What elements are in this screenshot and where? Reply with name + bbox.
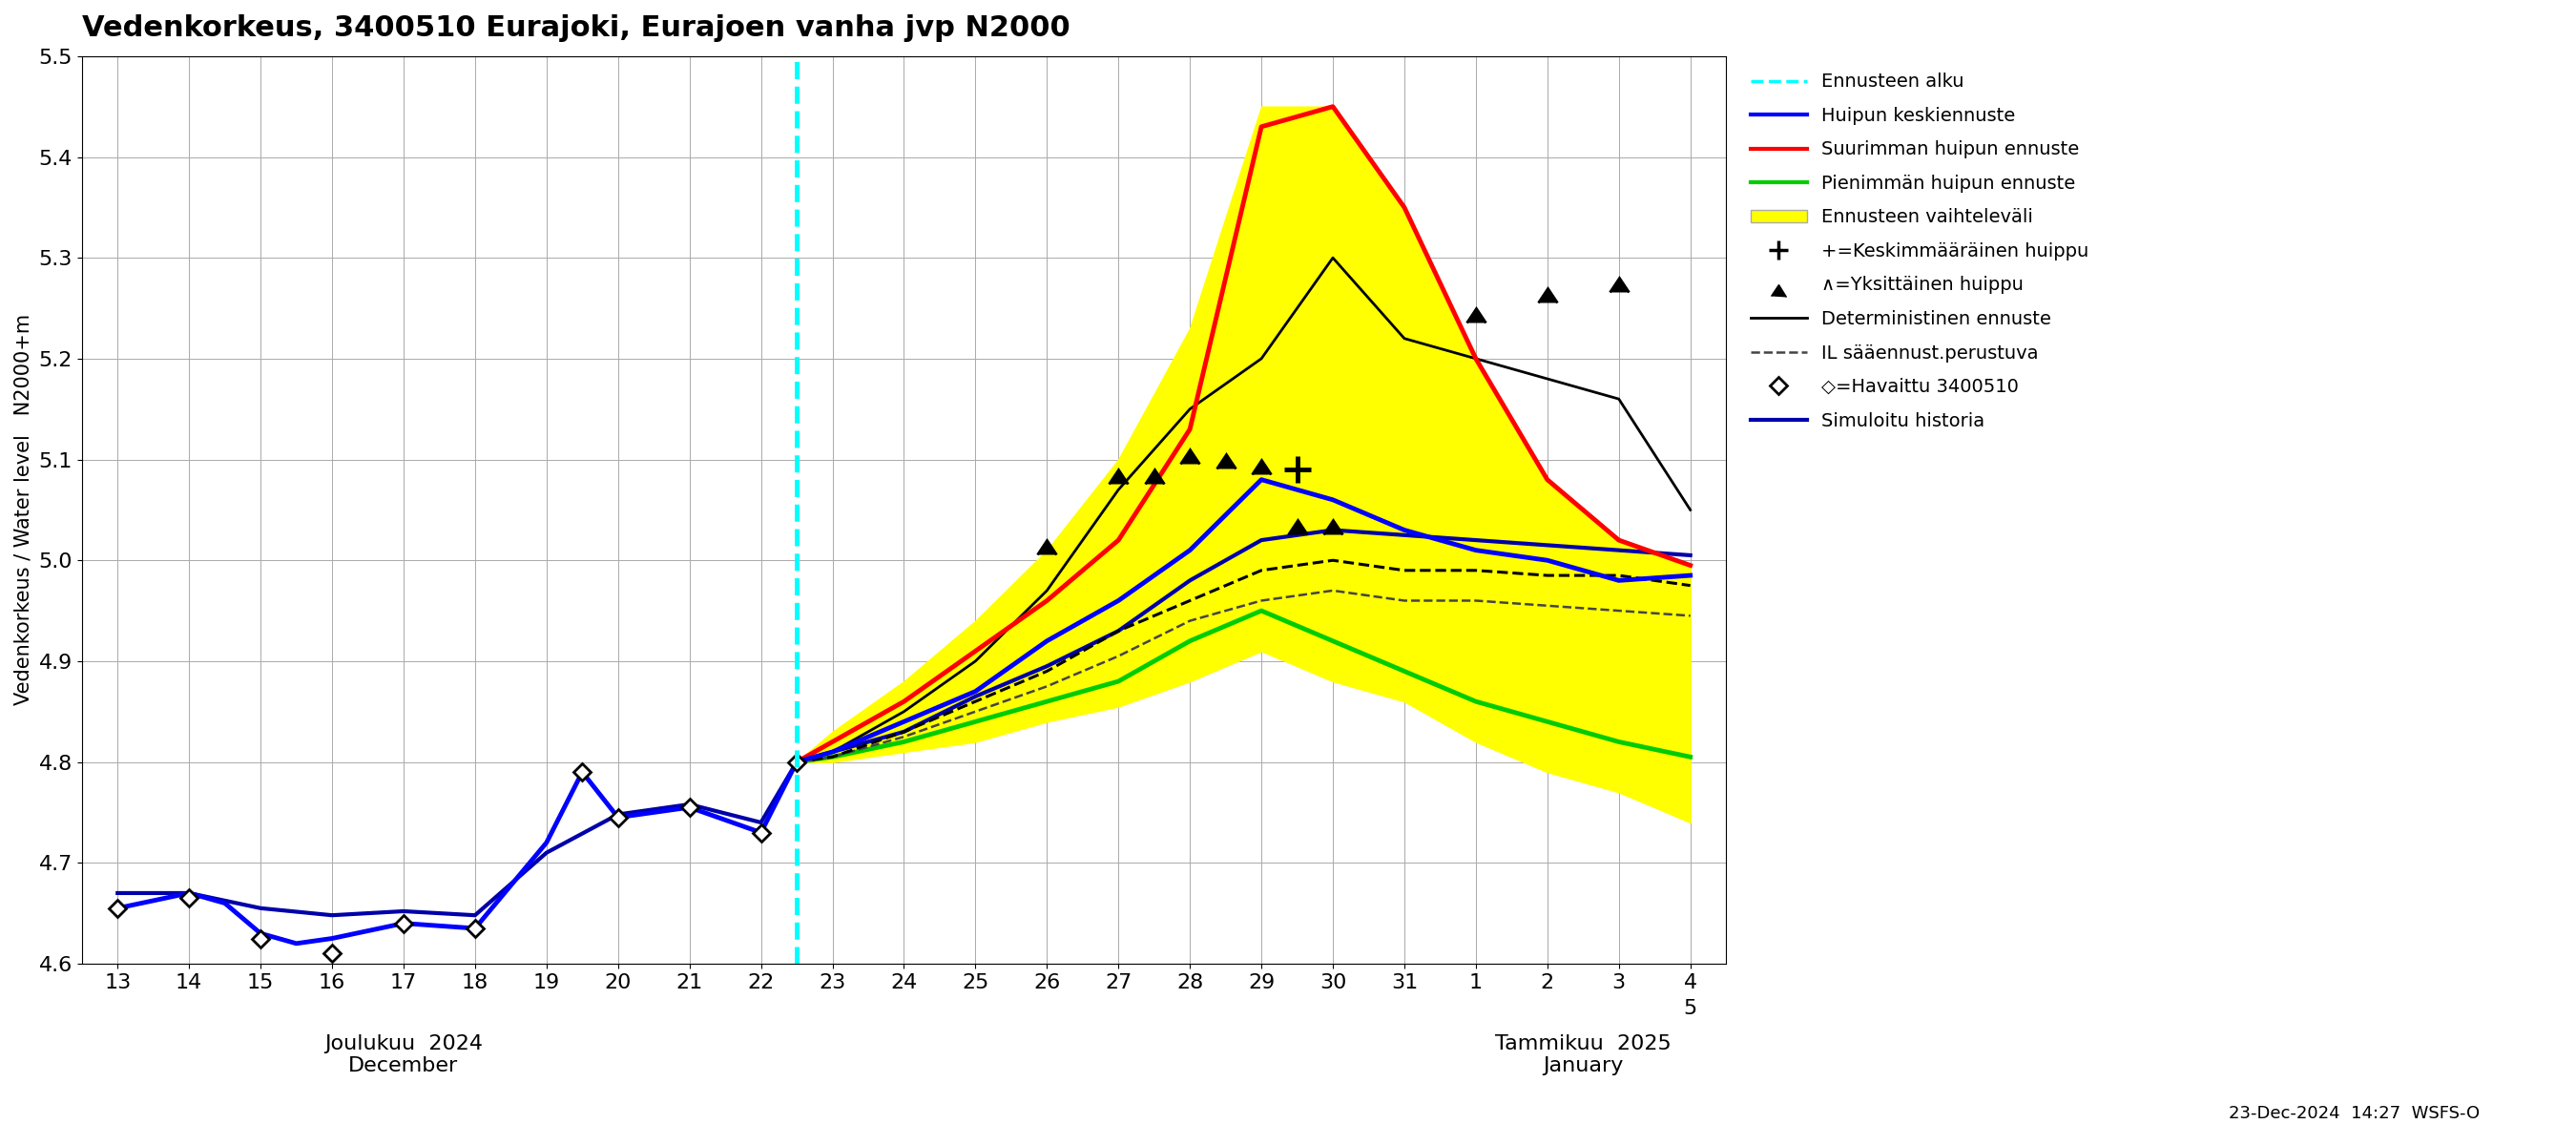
Text: 23-Dec-2024  14:27  WSFS-O: 23-Dec-2024 14:27 WSFS-O (2228, 1105, 2478, 1122)
Legend: Ennusteen alku, Huipun keskiennuste, Suurimman huipun ennuste, Pienimmän huipun : Ennusteen alku, Huipun keskiennuste, Suu… (1744, 65, 2097, 437)
Text: Joulukuu  2024
December: Joulukuu 2024 December (325, 1034, 482, 1075)
Text: Vedenkorkeus, 3400510 Eurajoki, Eurajoen vanha jvp N2000: Vedenkorkeus, 3400510 Eurajoki, Eurajoen… (82, 14, 1069, 42)
Text: 5: 5 (1685, 998, 1698, 1018)
Text: Tammikuu  2025
January: Tammikuu 2025 January (1494, 1034, 1672, 1075)
Y-axis label: Vedenkorkeus / Water level   N2000+m: Vedenkorkeus / Water level N2000+m (15, 314, 33, 705)
